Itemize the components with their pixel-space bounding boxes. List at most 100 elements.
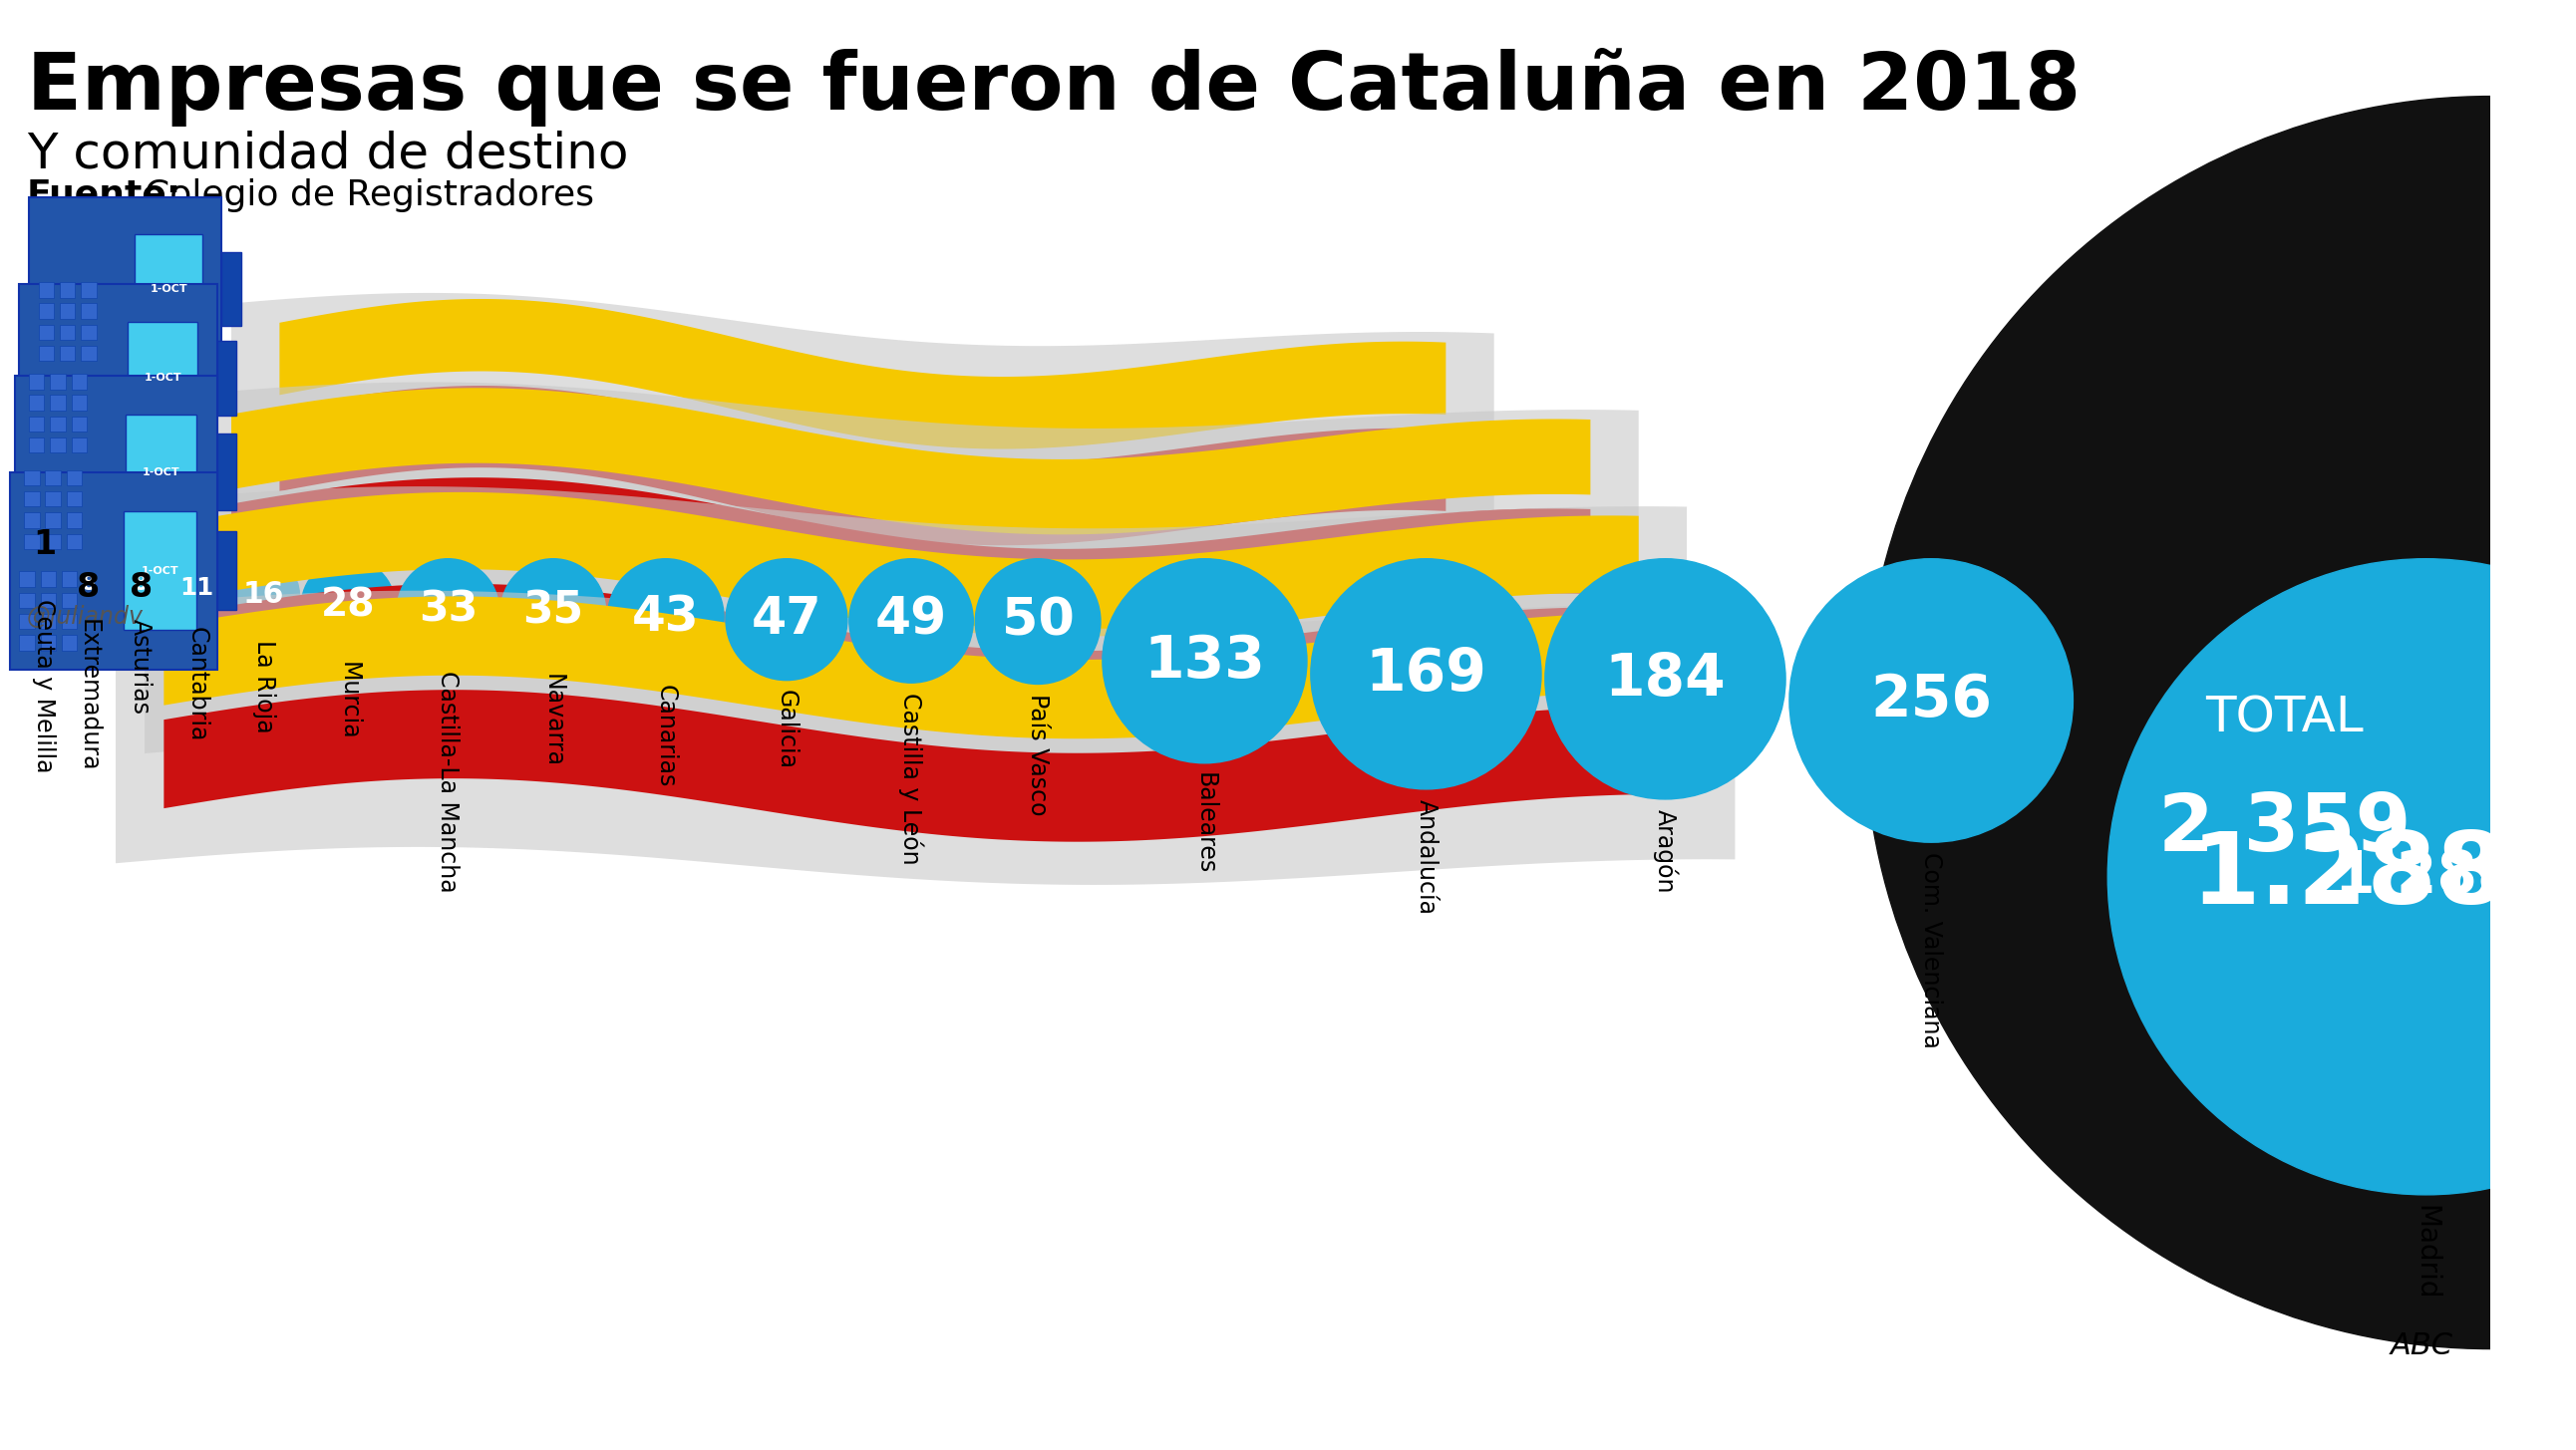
Bar	[39, 325, 54, 341]
Circle shape	[28, 558, 59, 590]
Circle shape	[397, 558, 500, 661]
Bar	[72, 438, 88, 452]
Bar	[216, 531, 237, 610]
Text: Fuente:: Fuente:	[26, 178, 183, 212]
Text: Ceuta y Melilla: Ceuta y Melilla	[33, 599, 57, 773]
Text: Colegio de Registradores: Colegio de Registradores	[144, 178, 595, 212]
Bar	[129, 322, 198, 435]
Polygon shape	[183, 383, 1638, 676]
Text: 8: 8	[134, 574, 147, 594]
Bar	[46, 492, 62, 506]
Bar	[15, 376, 216, 568]
Bar	[49, 438, 64, 452]
Text: 256: 256	[1870, 673, 1991, 729]
Circle shape	[1790, 558, 2074, 842]
Circle shape	[608, 558, 724, 676]
Bar	[23, 492, 39, 506]
Bar	[80, 347, 95, 361]
Bar	[28, 438, 44, 452]
Text: 1-OCT: 1-OCT	[149, 284, 188, 294]
Bar	[18, 571, 33, 587]
Bar	[80, 303, 95, 319]
Text: La Rioja: La Rioja	[252, 639, 276, 732]
Bar	[67, 512, 82, 528]
Bar	[10, 473, 216, 670]
Bar	[46, 534, 62, 550]
Bar	[49, 374, 64, 389]
Bar	[18, 284, 216, 473]
Text: Andalucía: Andalucía	[1414, 799, 1437, 915]
Bar	[28, 374, 44, 389]
Bar	[124, 512, 196, 631]
Bar	[39, 303, 54, 319]
Bar	[18, 593, 33, 608]
Circle shape	[229, 558, 299, 629]
Circle shape	[1865, 96, 2576, 1348]
Text: 11: 11	[180, 576, 214, 600]
Text: 1-OCT: 1-OCT	[142, 467, 180, 477]
Text: Castilla y León: Castilla y León	[899, 693, 925, 864]
Text: 8: 8	[129, 571, 152, 605]
Bar	[59, 347, 75, 361]
Text: País Vasco: País Vasco	[1025, 693, 1051, 816]
Text: 33: 33	[417, 589, 477, 631]
Polygon shape	[193, 492, 1638, 637]
Text: 133: 133	[1144, 632, 1265, 689]
Text: 35: 35	[523, 590, 585, 632]
Polygon shape	[232, 389, 1589, 535]
Bar	[67, 492, 82, 506]
Text: 1.288: 1.288	[2334, 848, 2517, 905]
Text: @juliandv: @juliandv	[26, 605, 144, 628]
Bar	[59, 325, 75, 341]
Polygon shape	[232, 293, 1494, 587]
Text: Asturias: Asturias	[129, 619, 152, 715]
Polygon shape	[281, 299, 1445, 449]
Bar	[222, 252, 242, 326]
Circle shape	[500, 558, 605, 664]
Bar	[72, 416, 88, 432]
Circle shape	[301, 558, 394, 653]
Text: Murcia: Murcia	[337, 663, 361, 741]
Bar	[59, 283, 75, 297]
Text: 16: 16	[242, 580, 283, 609]
Circle shape	[1311, 558, 1540, 789]
Polygon shape	[193, 584, 1638, 738]
Bar	[28, 416, 44, 432]
Bar	[59, 303, 75, 319]
Text: Extremadura: Extremadura	[77, 619, 100, 771]
Bar	[23, 512, 39, 528]
Text: Baleares: Baleares	[1193, 773, 1216, 874]
Bar	[216, 341, 237, 416]
Bar	[46, 470, 62, 486]
Polygon shape	[165, 690, 1687, 842]
Circle shape	[116, 558, 165, 609]
Text: Canarias: Canarias	[654, 684, 677, 787]
Text: Galicia: Galicia	[775, 690, 799, 770]
Polygon shape	[281, 386, 1445, 545]
Text: ABC: ABC	[2391, 1331, 2452, 1360]
Circle shape	[1546, 558, 1785, 799]
Text: Aragón: Aragón	[1654, 809, 1677, 893]
Text: 8: 8	[82, 574, 95, 594]
Text: 28: 28	[322, 587, 376, 625]
Bar	[62, 613, 77, 629]
Bar	[28, 197, 222, 380]
Bar	[41, 593, 57, 608]
Bar	[41, 613, 57, 629]
Text: 184: 184	[1605, 651, 1726, 708]
Circle shape	[850, 558, 974, 683]
Text: 47: 47	[752, 594, 822, 644]
Polygon shape	[165, 596, 1687, 738]
Bar	[80, 325, 95, 341]
Bar	[23, 534, 39, 550]
Circle shape	[976, 558, 1100, 684]
Bar	[72, 374, 88, 389]
Bar	[18, 635, 33, 650]
Bar	[41, 571, 57, 587]
Circle shape	[2107, 558, 2576, 1195]
Text: Castilla-La Mancha: Castilla-La Mancha	[435, 670, 461, 892]
Bar	[39, 283, 54, 297]
Text: Madrid: Madrid	[2411, 1205, 2439, 1299]
Bar	[62, 593, 77, 608]
Polygon shape	[144, 486, 1687, 782]
